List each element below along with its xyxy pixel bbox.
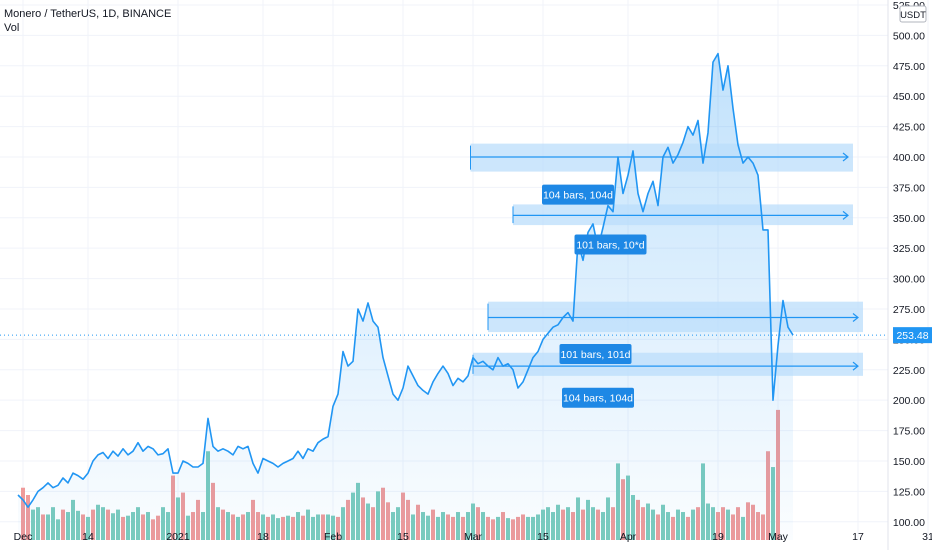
time-tick-label: 15 bbox=[537, 531, 549, 543]
range-label-text: 101 bars, 10*d bbox=[576, 240, 644, 252]
range-label-text: 104 bars, 104d bbox=[543, 190, 613, 202]
range-arrow-icon[interactable] bbox=[842, 152, 849, 162]
price-tick-label: 300.00 bbox=[893, 274, 925, 286]
axes: 525.00500.00475.00450.00425.00400.00375.… bbox=[14, 0, 932, 550]
price-tick-label: 325.00 bbox=[893, 243, 925, 255]
time-tick-label: 14 bbox=[82, 531, 94, 543]
range-measure-label: 101 bars, 101d bbox=[559, 343, 632, 364]
time-tick-label: 18 bbox=[257, 531, 269, 543]
range-label-box bbox=[542, 184, 614, 205]
time-tick-label: Dec bbox=[14, 531, 33, 543]
area-under-line bbox=[18, 53, 793, 540]
chart-legend: Monero / TetherUS, 1D, BINANCE Vol bbox=[4, 7, 171, 35]
range-arrow-icon[interactable] bbox=[852, 313, 859, 322]
time-tick-label: 2021 bbox=[166, 531, 190, 543]
range-measure-label: 104 bars, 104d bbox=[562, 387, 634, 408]
range-label-text: 104 bars, 104d bbox=[563, 393, 633, 405]
range-arrow-icon[interactable] bbox=[852, 361, 859, 371]
time-tick-label: 15 bbox=[397, 531, 409, 543]
price-tick-label: 375.00 bbox=[893, 182, 925, 194]
time-tick-label: 17 bbox=[852, 531, 864, 543]
time-tick-label: Apr bbox=[620, 531, 637, 543]
last-price-badge bbox=[893, 327, 932, 344]
price-tick-label: 225.00 bbox=[893, 365, 925, 377]
currency-badge[interactable] bbox=[899, 5, 927, 23]
price-tick-label: 100.00 bbox=[893, 517, 925, 529]
price-tick-label: 200.00 bbox=[893, 395, 925, 407]
range-arrow-icon[interactable] bbox=[842, 210, 849, 220]
price-tick-label: 150.00 bbox=[893, 456, 925, 468]
price-series-line bbox=[17, 52, 794, 509]
price-tick-label: 500.00 bbox=[893, 30, 925, 42]
range-measure-label: 101 bars, 10*d bbox=[574, 234, 647, 255]
range-label-box bbox=[559, 343, 632, 364]
price-line bbox=[0, 52, 888, 509]
price-range-band[interactable] bbox=[488, 301, 863, 333]
time-tick-label: Mar bbox=[464, 531, 483, 543]
last-price-label: 253.48 bbox=[896, 330, 928, 342]
range-labels: 104 bars, 104d 101 bars, 10*d 101 bars, 10… bbox=[542, 184, 647, 408]
range-measure-label: 104 bars, 104d bbox=[542, 184, 614, 205]
range-label-box bbox=[562, 387, 634, 408]
price-tick-label: 350.00 bbox=[893, 213, 925, 225]
price-range-band[interactable] bbox=[473, 352, 863, 376]
currency-label: USDT bbox=[900, 10, 926, 21]
time-tick-label: Feb bbox=[324, 531, 342, 543]
price-tick-label: 475.00 bbox=[893, 61, 925, 73]
price-tick-label: 425.00 bbox=[893, 122, 925, 134]
price-range-band[interactable] bbox=[513, 204, 853, 226]
area-fill bbox=[18, 53, 793, 540]
price-tick-label: 275.00 bbox=[893, 304, 925, 316]
volume-indicator-label: Vol bbox=[4, 22, 20, 34]
range-label-text: 101 bars, 101d bbox=[560, 349, 630, 361]
price-tick-label: 450.00 bbox=[893, 91, 925, 103]
price-tick-label: 175.00 bbox=[893, 426, 925, 438]
range-label-box bbox=[574, 234, 647, 255]
time-tick-label: 31 bbox=[922, 531, 932, 543]
symbol-title: Monero / TetherUS, 1D, BINANCE bbox=[4, 8, 172, 20]
price-tick-label: 125.00 bbox=[893, 486, 925, 498]
time-tick-label: 19 bbox=[712, 531, 724, 543]
price-tick-label: 400.00 bbox=[893, 152, 925, 164]
time-tick-label: May bbox=[768, 531, 789, 543]
